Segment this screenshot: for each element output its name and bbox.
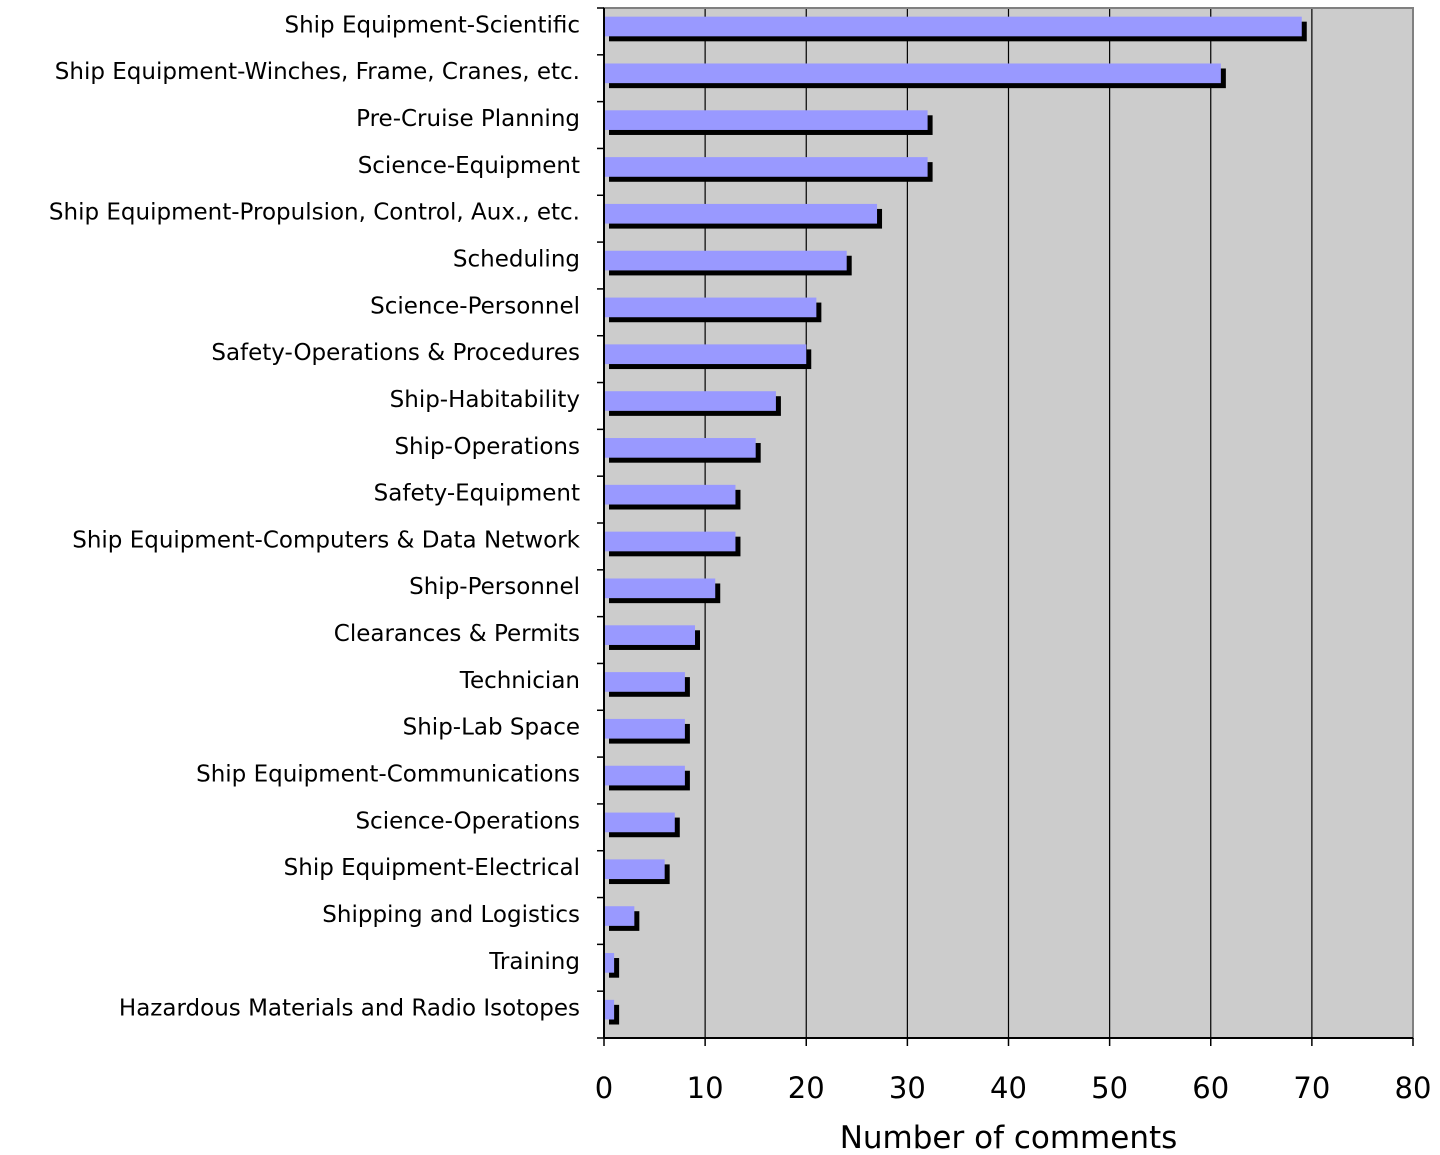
x-tick-label: 10 <box>687 1071 724 1105</box>
bar <box>604 63 1226 89</box>
category-label: Ship Equipment-Communications <box>196 762 580 788</box>
bar-fill <box>604 578 716 599</box>
category-label: Ship Equipment-Electrical <box>284 855 580 881</box>
bar <box>604 16 1307 42</box>
bar-fill <box>604 859 665 880</box>
x-tick-label: 70 <box>1293 1071 1330 1105</box>
x-tick-labels: 0 10 20 30 40 50 60 70 80 <box>595 1071 1432 1105</box>
bar <box>604 438 761 463</box>
bar-fill <box>604 438 756 458</box>
bar <box>604 297 822 323</box>
bar-fill <box>604 157 928 177</box>
category-labels: Ship Equipment-Scientific Ship Equipment-… <box>49 12 581 1021</box>
category-label: Ship-Operations <box>394 434 580 460</box>
category-label: Ship Equipment-Computers & Data Network <box>72 527 580 553</box>
x-tick-label: 40 <box>990 1071 1027 1105</box>
bar <box>604 110 933 135</box>
axes <box>597 7 1414 1046</box>
bar <box>604 812 680 838</box>
bar-fill <box>604 765 685 786</box>
x-tick-label: 0 <box>595 1071 613 1105</box>
bars <box>604 16 1307 1025</box>
bar-fill <box>604 625 696 645</box>
category-label: Ship Equipment-Scientific <box>284 12 580 38</box>
bar <box>604 250 852 276</box>
bar-fill <box>604 16 1302 37</box>
x-tick-label: 50 <box>1091 1071 1128 1105</box>
category-label: Pre-Cruise Planning <box>356 106 580 132</box>
bar <box>604 906 640 931</box>
bar <box>604 578 721 604</box>
bar-fill <box>604 484 736 505</box>
bar <box>604 765 690 791</box>
bar-fill <box>604 531 736 552</box>
category-label: Ship Equipment-Propulsion, Control, Aux.… <box>49 200 580 226</box>
bar-fill <box>604 344 807 365</box>
bar <box>604 999 620 1025</box>
bar <box>604 859 670 885</box>
category-label: Safety-Equipment <box>374 481 580 507</box>
bar-fill <box>604 110 928 130</box>
x-tick-label: 30 <box>889 1071 926 1105</box>
bar-fill <box>604 63 1221 84</box>
bar-fill <box>604 391 776 411</box>
category-label: Science-Equipment <box>358 153 580 179</box>
x-tick-label: 20 <box>788 1071 825 1105</box>
bar <box>604 672 690 697</box>
category-label: Hazardous Materials and Radio Isotopes <box>119 996 580 1022</box>
category-label: Science-Operations <box>355 808 580 834</box>
x-tick-label: 60 <box>1192 1071 1229 1105</box>
category-label: Clearances & Permits <box>334 621 580 647</box>
category-label: Shipping and Logistics <box>322 902 580 928</box>
bar <box>604 718 690 744</box>
bar-fill <box>604 906 635 926</box>
bar <box>604 531 741 557</box>
bar-fill <box>604 718 685 739</box>
category-label: Ship-Habitability <box>390 387 580 413</box>
bar-fill <box>604 203 878 224</box>
bar <box>604 484 741 510</box>
category-label: Scheduling <box>453 247 580 273</box>
bar-fill <box>604 672 685 692</box>
category-label: Training <box>488 949 580 975</box>
bar <box>604 625 701 650</box>
category-label: Ship-Lab Space <box>403 715 580 741</box>
bar-fill <box>604 297 817 318</box>
bar-fill <box>604 250 847 271</box>
x-tick-label: 80 <box>1395 1071 1432 1105</box>
category-label: Technician <box>459 668 580 694</box>
bar-fill <box>604 999 615 1020</box>
bar <box>604 344 812 370</box>
x-axis-title: Number of comments <box>840 1120 1178 1155</box>
bar-fill <box>604 953 615 973</box>
category-label: Ship-Personnel <box>409 574 580 600</box>
category-label: Ship Equipment-Winches, Frame, Cranes, e… <box>55 59 580 85</box>
category-label: Science-Personnel <box>370 293 580 319</box>
category-label: Safety-Operations & Procedures <box>211 340 580 366</box>
bar <box>604 157 933 182</box>
bar-fill <box>604 812 675 833</box>
bar <box>604 203 883 229</box>
bar <box>604 391 781 416</box>
bar <box>604 953 620 978</box>
